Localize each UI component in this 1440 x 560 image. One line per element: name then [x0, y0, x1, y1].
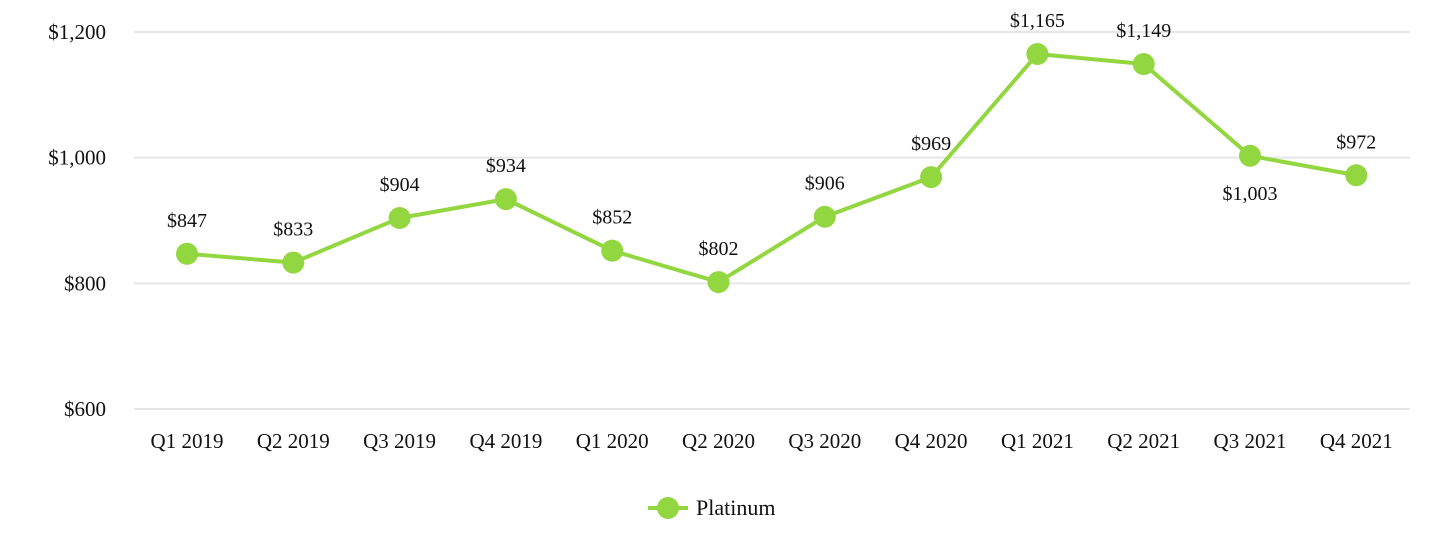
- data-point: [282, 251, 305, 274]
- data-point: [707, 271, 730, 294]
- x-tick-label: Q2 2021: [1107, 429, 1180, 453]
- data-point: [920, 166, 943, 189]
- data-point: [601, 239, 624, 262]
- data-point: [1026, 42, 1049, 65]
- data-label: $904: [380, 174, 420, 196]
- data-label: $847: [167, 210, 207, 232]
- x-tick-label: Q1 2021: [1001, 429, 1074, 453]
- x-tick-label: Q1 2019: [151, 429, 224, 453]
- x-tick-label: Q1 2020: [576, 429, 649, 453]
- data-label: $852: [592, 207, 632, 229]
- y-tick-label: $800: [64, 271, 106, 295]
- x-tick-label: Q3 2021: [1214, 429, 1287, 453]
- data-point: [1239, 144, 1261, 167]
- data-point: [388, 206, 411, 229]
- data-point: [176, 242, 198, 265]
- x-tick-label: Q4 2020: [895, 429, 968, 453]
- series-platinum: [176, 42, 1368, 294]
- x-tick-label: Q2 2020: [682, 429, 755, 453]
- y-tick-label: $1,000: [48, 146, 106, 170]
- x-tick-label: Q3 2019: [363, 429, 436, 453]
- data-label: $969: [911, 133, 951, 155]
- data-labels: $847 $833 $904 $934 $852 $802 $906 $969 $1,165 $1…: [167, 10, 1376, 260]
- series-line: [186, 51, 1357, 285]
- data-label: $1,003: [1223, 183, 1278, 205]
- data-label: $934: [486, 155, 526, 177]
- y-tick-label: $1,200: [48, 20, 106, 44]
- legend-marker: [657, 497, 679, 519]
- data-point: [813, 205, 836, 228]
- data-label: $1,165: [1010, 10, 1065, 32]
- x-tick-label: Q4 2019: [469, 429, 542, 453]
- data-point: [1345, 164, 1368, 187]
- data-label: $833: [273, 219, 313, 241]
- gridlines: [134, 31, 1410, 410]
- data-point: [494, 188, 517, 211]
- x-tick-label: Q3 2020: [788, 429, 861, 453]
- data-label: $906: [805, 173, 845, 195]
- data-point: [1132, 53, 1155, 76]
- x-tick-label: Q4 2021: [1320, 429, 1393, 453]
- data-label: $802: [699, 238, 739, 260]
- y-axis-tick-labels: $600 $800 $1,000 $1,200: [48, 20, 106, 421]
- x-axis-tick-labels: Q1 2019 Q2 2019 Q3 2019 Q4 2019 Q1 2020 Q2 20…: [151, 429, 1393, 453]
- x-tick-label: Q2 2019: [257, 429, 330, 453]
- legend-label-platinum: Platinum: [696, 495, 775, 520]
- y-tick-label: $600: [64, 397, 106, 421]
- data-label: $972: [1336, 131, 1376, 153]
- data-label: $1,149: [1116, 20, 1171, 42]
- legend: Platinum: [648, 495, 775, 520]
